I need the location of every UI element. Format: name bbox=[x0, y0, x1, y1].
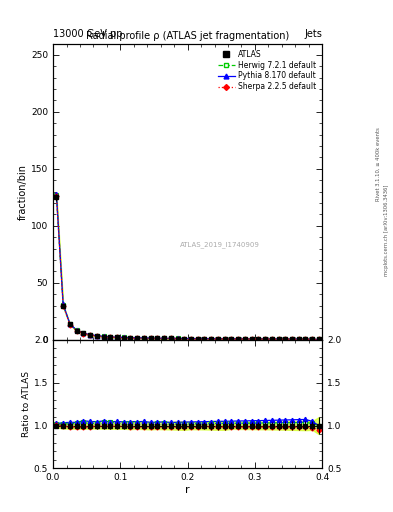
Text: mcplots.cern.ch [arXiv:1306.3436]: mcplots.cern.ch [arXiv:1306.3436] bbox=[384, 185, 389, 276]
Y-axis label: fraction/bin: fraction/bin bbox=[18, 164, 28, 220]
Text: ATLAS_2019_I1740909: ATLAS_2019_I1740909 bbox=[180, 242, 260, 248]
Legend: ATLAS, Herwig 7.2.1 default, Pythia 8.170 default, Sherpa 2.2.5 default: ATLAS, Herwig 7.2.1 default, Pythia 8.17… bbox=[216, 47, 318, 94]
Y-axis label: Ratio to ATLAS: Ratio to ATLAS bbox=[22, 371, 31, 437]
X-axis label: r: r bbox=[185, 485, 190, 495]
Title: Radial profile ρ (ATLAS jet fragmentation): Radial profile ρ (ATLAS jet fragmentatio… bbox=[86, 31, 289, 41]
Text: Jets: Jets bbox=[305, 29, 322, 39]
Text: 13000 GeV pp: 13000 GeV pp bbox=[53, 29, 123, 39]
Text: Rivet 3.1.10, ≥ 400k events: Rivet 3.1.10, ≥ 400k events bbox=[376, 127, 381, 201]
